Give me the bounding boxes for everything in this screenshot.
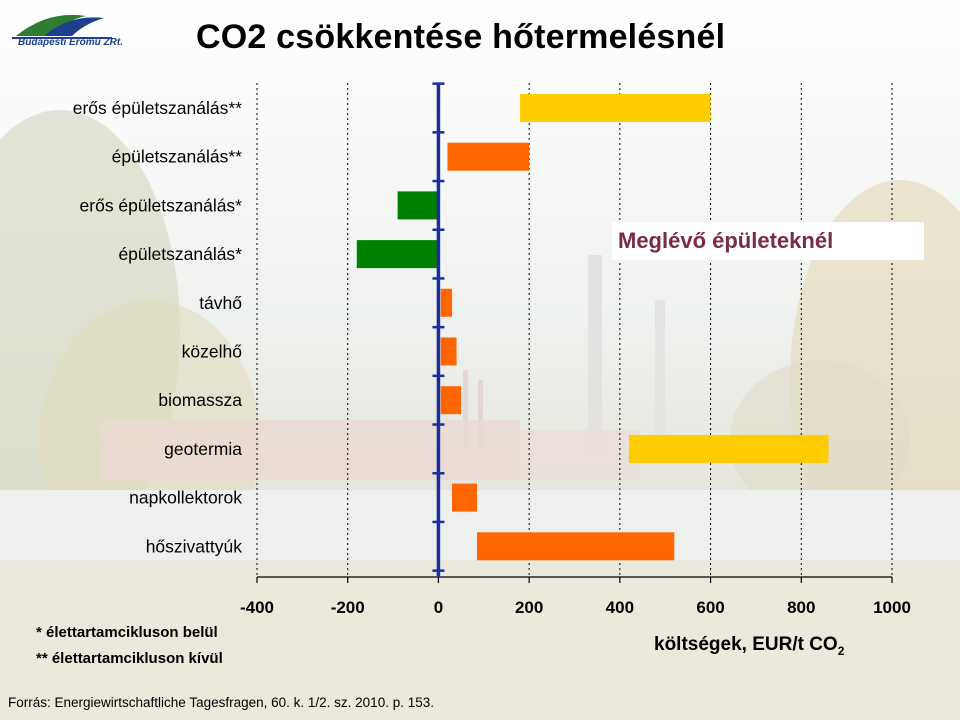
category-label: épületszanálás* [118, 244, 242, 264]
category-label: erős épületszanálás** [73, 98, 242, 118]
footnote-2: ** élettartamcikluson kívül [36, 650, 223, 667]
x-axis-label-main: költségek, EUR/t CO [654, 634, 838, 655]
source-note: Forrás: Energiewirtschaftliche Tagesfrag… [8, 695, 434, 710]
category-labels: erős épületszanálás** épületszanálás** erő… [73, 98, 243, 556]
bar [520, 94, 711, 122]
x-axis-label: költségek, EUR/t CO2 [654, 634, 844, 658]
page-title: CO2 csökkentése hőtermelésnél [196, 18, 726, 56]
bar [440, 288, 453, 317]
x-tick-label: 0 [434, 598, 443, 617]
x-tick-label: 200 [515, 598, 543, 617]
bar [356, 240, 439, 269]
bar [440, 386, 462, 415]
x-tick-label: 800 [787, 598, 815, 617]
x-tick-label: 400 [606, 598, 634, 617]
bar [447, 142, 530, 171]
x-tick-label: 600 [696, 598, 724, 617]
x-axis-label-subscript: 2 [837, 643, 845, 658]
axes-group [256, 82, 893, 583]
category-label: távhő [199, 293, 242, 313]
grid-lines [256, 83, 893, 577]
category-label: közelhő [182, 342, 243, 362]
category-label: épületszanálás** [112, 147, 243, 167]
bar [440, 337, 457, 366]
bar [476, 532, 675, 561]
category-label: geotermia [164, 439, 242, 459]
x-tick-label: -400 [240, 598, 274, 617]
category-label: hőszivattyúk [146, 536, 243, 556]
logo-text: Budapesti Erőmű ZRt. [18, 37, 124, 48]
company-logo [12, 14, 112, 39]
category-label: napkollektorok [129, 488, 242, 508]
x-tick-labels: -400 -200 0 200 400 600 800 1000 [240, 598, 911, 617]
x-tick-label: 1000 [873, 598, 911, 617]
chart-annotation: Meglévő épületeknél [612, 222, 924, 260]
bar [397, 191, 439, 220]
bars-group [356, 94, 829, 561]
bar [628, 434, 829, 463]
x-tick-label: -200 [331, 598, 365, 617]
category-label: erős épületszanálás* [80, 195, 243, 215]
category-label: biomassza [158, 390, 242, 410]
footnote-1: * élettartamcikluson belül [36, 624, 218, 641]
bar [452, 483, 477, 512]
